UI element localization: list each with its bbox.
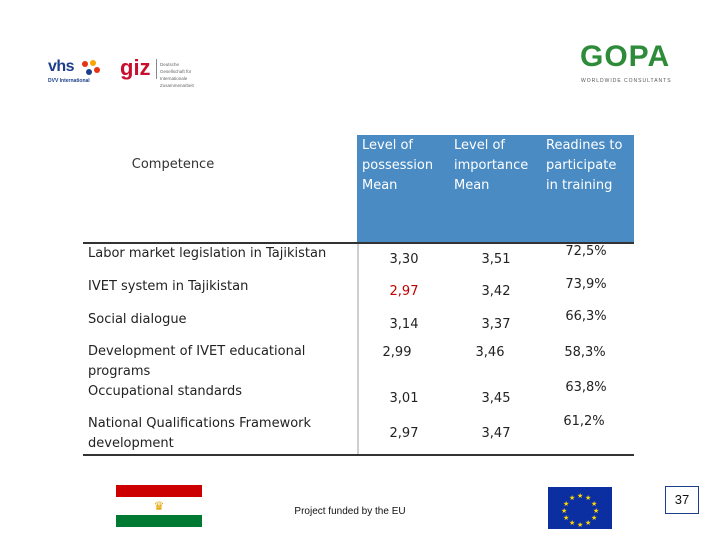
header-readiness: Readines to participate in training xyxy=(546,136,634,196)
table-cell-readiness: 73,9% xyxy=(565,277,607,292)
giz-logo-text: giz xyxy=(120,55,151,80)
table-header-blue-band xyxy=(357,135,634,242)
header-readiness-line: participate xyxy=(546,158,617,173)
header-importance: Level of importance Mean xyxy=(454,136,540,196)
column-separator xyxy=(357,244,359,454)
table-row-label: Development of IVET educational programs xyxy=(88,342,343,382)
crown-icon: ♛ xyxy=(153,499,165,513)
table-cell-readiness: 66,3% xyxy=(565,309,607,324)
vhs-logo-subtitle: DVV International xyxy=(48,78,90,84)
table-row-label: National Qualifications Framework develo… xyxy=(88,414,343,454)
table-cell-readiness: 58,3% xyxy=(564,345,606,360)
table-cell-possession: 3,30 xyxy=(389,252,419,267)
table-cell-readiness: 63,8% xyxy=(565,380,607,395)
header-importance-line: Mean xyxy=(454,178,490,193)
vhs-dots-icon xyxy=(82,60,100,75)
table-row-label: Labor market legislation in Tajikistan xyxy=(88,244,343,264)
row-label-line: Labor market legislation in Tajikistan xyxy=(88,246,327,261)
header-possession-line: possession xyxy=(362,158,434,173)
header-importance-line: Level of xyxy=(454,138,505,153)
giz-logo-subtitle: Deutsche Gesellschaft für Internationale… xyxy=(160,62,194,88)
table-cell-readiness: 72,5% xyxy=(565,244,607,259)
row-label-line: Development of IVET educational xyxy=(88,344,306,359)
vhs-logo: vhs DVV International xyxy=(48,58,108,88)
table-cell-readiness: 61,2% xyxy=(563,414,605,429)
header-possession-line: Level of xyxy=(362,138,413,153)
header-importance-line: importance xyxy=(454,158,529,173)
header-competence: Competence xyxy=(131,157,215,172)
gopa-logo-subtitle: WORLDWIDE CONSULTANTS xyxy=(581,78,672,84)
header-readiness-line: Readines to xyxy=(546,138,623,153)
header-possession-line: Mean xyxy=(362,178,398,193)
giz-divider xyxy=(156,59,157,79)
table-cell-possession: 2,99 xyxy=(382,345,412,360)
row-label-line: Occupational standards xyxy=(88,384,243,399)
table-cell-importance: 3,45 xyxy=(481,391,511,406)
table-row-label: Occupational standards xyxy=(88,382,343,402)
header-possession: Level of possession Mean xyxy=(362,136,448,196)
vhs-logo-text: vhs xyxy=(48,58,75,75)
row-label-line: Social dialogue xyxy=(88,312,187,327)
table-cell-importance: 3,37 xyxy=(481,317,511,332)
giz-logo: giz Deutsche Gesellschaft für Internatio… xyxy=(120,55,200,88)
table-cell-importance: 3,51 xyxy=(481,252,511,267)
gopa-logo: GOPA WORLDWIDE CONSULTANTS xyxy=(580,40,672,86)
table-cell-possession: 3,01 xyxy=(389,391,419,406)
table-cell-importance: 3,46 xyxy=(475,345,505,360)
table-cell-importance: 3,42 xyxy=(481,284,511,299)
funding-note: Project funded by the EU xyxy=(294,506,406,517)
page-number: 37 xyxy=(665,486,699,514)
row-label-line: IVET system in Tajikistan xyxy=(88,279,249,294)
gopa-logo-text: GOPA xyxy=(580,40,671,73)
row-label-line: development xyxy=(88,436,174,451)
row-label-line: National Qualifications Framework xyxy=(88,416,312,431)
table-row-label: Social dialogue xyxy=(88,310,343,330)
header-divider xyxy=(83,242,634,244)
table-cell-possession: 2,97 xyxy=(389,284,419,299)
table-cell-possession: 2,97 xyxy=(389,426,419,441)
table-bottom-rule xyxy=(83,454,634,456)
tajikistan-flag: ♛ xyxy=(116,485,202,527)
eu-flag: ★ ★ ★ ★ ★ ★ ★ ★ ★ ★ ★ ★ xyxy=(548,487,612,529)
table-cell-importance: 3,47 xyxy=(481,426,511,441)
table-cell-possession: 3,14 xyxy=(389,317,419,332)
table-row-label: IVET system in Tajikistan xyxy=(88,277,343,297)
header-readiness-line: in training xyxy=(546,178,613,193)
row-label-line: programs xyxy=(88,364,151,379)
